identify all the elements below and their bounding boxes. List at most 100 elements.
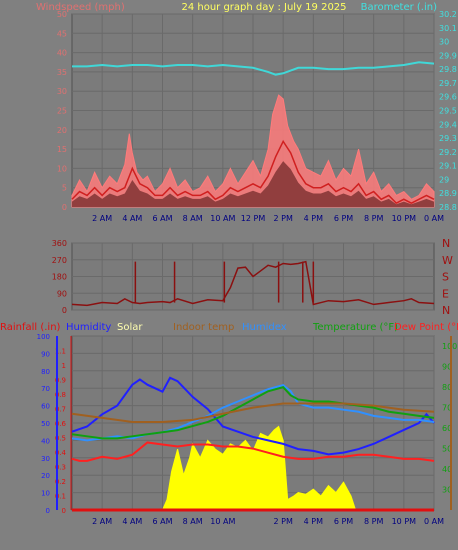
temperature-line — [71, 386, 435, 440]
direction-series — [71, 260, 435, 307]
compass-label: E — [442, 287, 449, 300]
humidex-line — [71, 384, 435, 442]
legend-humidity: Humidity — [66, 322, 111, 333]
wind-x-tick-label: 10 AM — [210, 214, 235, 223]
direction-tick-label: 90 — [57, 289, 67, 298]
temperature-tick-label: 70 — [442, 404, 452, 413]
barometer-ticks: 28.8 28.9 29 29.1 29.2 29.3 29.4 29.5 29.6 29.7 29… — [439, 10, 457, 212]
legend-solar: Solar — [117, 322, 143, 333]
temperature-tick-label: 100 — [442, 342, 457, 351]
humidity-ticks: 0 10 20 30 40 50 60 70 80 90 100 — [37, 333, 50, 515]
rainfall-tick-label: 0 — [62, 507, 66, 515]
compass-label: W — [442, 254, 453, 267]
windspeed-tick-label: 20 — [57, 126, 67, 135]
direction-tick-label: 360 — [52, 239, 67, 248]
humidity-tick-label: 60 — [41, 403, 50, 411]
barometer-tick-label: 29.1 — [439, 162, 457, 171]
dew-point-line — [71, 441, 435, 462]
rainfall-tick-label: 1 — [62, 362, 66, 370]
barometer-tick-label: 28.8 — [439, 203, 457, 212]
barometer-axis-title: Barometer (.in) — [361, 2, 437, 13]
temp-x-tick-label: 10 PM — [392, 517, 417, 526]
wind-x-ticks: 2 AM 4 AM 6 AM 8 AM 10 AM 12 PM 2 PM 4 PM 6 PM 8 … — [92, 214, 444, 223]
legend-humidex: Humidex — [242, 322, 287, 333]
temp-x-tick-label: 8 PM — [364, 517, 383, 526]
compass-label: N — [442, 304, 450, 317]
direction-tick-label: 0 — [62, 306, 67, 315]
temperature-ticks: 30 40 50 60 70 80 90 100 — [442, 342, 457, 494]
temperature-tick-label: 40 — [442, 465, 452, 474]
wind-gust-area — [71, 94, 435, 208]
wind-average-line — [71, 139, 435, 205]
compass-label: S — [442, 271, 449, 284]
barometer-tick-label: 29 — [439, 175, 449, 184]
legend-rainfall: Rainfall (.in) — [0, 322, 61, 333]
temp-x-tick-label: 4 PM — [304, 517, 323, 526]
chart-title: 24 hour graph day : July 19 2025 — [181, 2, 346, 13]
temperature-tick-label: 30 — [442, 486, 452, 495]
windspeed-tick-label: 50 — [57, 10, 67, 19]
barometer-tick-label: 30.2 — [439, 10, 457, 19]
temperature-tick-label: 60 — [442, 424, 452, 433]
compass-label: N — [442, 237, 450, 250]
humidity-tick-label: 0 — [46, 507, 50, 515]
wind-x-tick-label: 4 PM — [304, 214, 323, 223]
wind-x-tick-label: 2 AM — [92, 214, 112, 223]
temp-x-tick-label: 0 AM — [424, 517, 444, 526]
wind-x-tick-label: 4 AM — [122, 214, 142, 223]
wind-x-tick-label: 0 AM — [424, 214, 444, 223]
rainfall-tick-label: 0.5 — [55, 435, 66, 443]
rainfall-tick-label: 1.1 — [55, 348, 66, 356]
legend: Rainfall (.in) Humidity Solar Indoor tem… — [0, 322, 458, 333]
temp-x-tick-label: 2 AM — [92, 517, 112, 526]
humidity-tick-label: 100 — [37, 333, 50, 341]
humidity-tick-label: 20 — [41, 472, 50, 480]
windspeed-tick-label: 30 — [57, 87, 67, 96]
wind-x-tick-label: 12 PM — [241, 214, 266, 223]
barometer-tick-label: 29.9 — [439, 51, 457, 60]
barometer-tick-label: 30.1 — [439, 24, 457, 33]
rainfall-tick-label: 0.2 — [55, 478, 66, 486]
solar-area — [161, 425, 357, 511]
barometer-tick-label: 29.3 — [439, 134, 457, 143]
humidity-tick-label: 70 — [41, 385, 50, 393]
humidity-tick-label: 50 — [41, 420, 50, 428]
rainfall-tick-label: 0.3 — [55, 464, 66, 472]
barometer-tick-label: 29.2 — [439, 148, 457, 157]
wind-x-tick-label: 8 AM — [183, 214, 203, 223]
wind-x-tick-label: 8 PM — [364, 214, 383, 223]
temp-x-tick-label: 4 AM — [122, 517, 142, 526]
windspeed-ticks: 0 5 10 15 20 25 30 35 40 45 50 — [57, 10, 67, 212]
rainfall-tick-label: 0.9 — [55, 377, 66, 385]
temp-series — [71, 376, 435, 512]
rainfall-ticks: 0 0.1 0.2 0.3 0.4 0.5 0.6 0.7 0.8 0.9 1 1.1 — [55, 348, 67, 516]
temperature-tick-label: 80 — [442, 383, 452, 392]
indoor-temp-line — [71, 402, 435, 423]
rainfall-tick-label: 0.7 — [55, 406, 66, 414]
legend-dew-point: Dew Point (°F) — [394, 322, 458, 333]
direction-tick-label: 270 — [52, 256, 67, 265]
temperature-tick-label: 90 — [442, 363, 452, 372]
windspeed-tick-label: 40 — [57, 49, 67, 58]
humidity-tick-label: 90 — [41, 350, 50, 358]
temp-x-ticks: 2 AM 4 AM 6 AM 8 AM 10 AM 2 PM 4 PM 6 PM 8 PM 10 … — [92, 517, 444, 526]
wind-x-tick-label: 2 PM — [273, 214, 292, 223]
humidity-line — [71, 376, 435, 456]
windspeed-tick-label: 0 — [62, 203, 67, 212]
rainfall-tick-label: 0.4 — [55, 449, 67, 457]
temp-x-tick-label: 2 PM — [273, 517, 292, 526]
barometer-tick-label: 29.6 — [439, 93, 457, 102]
direction-tick-label: 180 — [52, 273, 67, 282]
direction-grid — [72, 242, 434, 311]
humidity-tick-label: 80 — [41, 368, 50, 376]
rainfall-tick-label: 0.1 — [55, 493, 66, 501]
windspeed-tick-label: 15 — [57, 145, 67, 154]
rainfall-tick-label: 0.8 — [55, 391, 66, 399]
temp-x-tick-label: 10 AM — [210, 517, 235, 526]
humidity-tick-label: 40 — [41, 437, 50, 445]
temperature-tick-label: 50 — [442, 445, 452, 454]
